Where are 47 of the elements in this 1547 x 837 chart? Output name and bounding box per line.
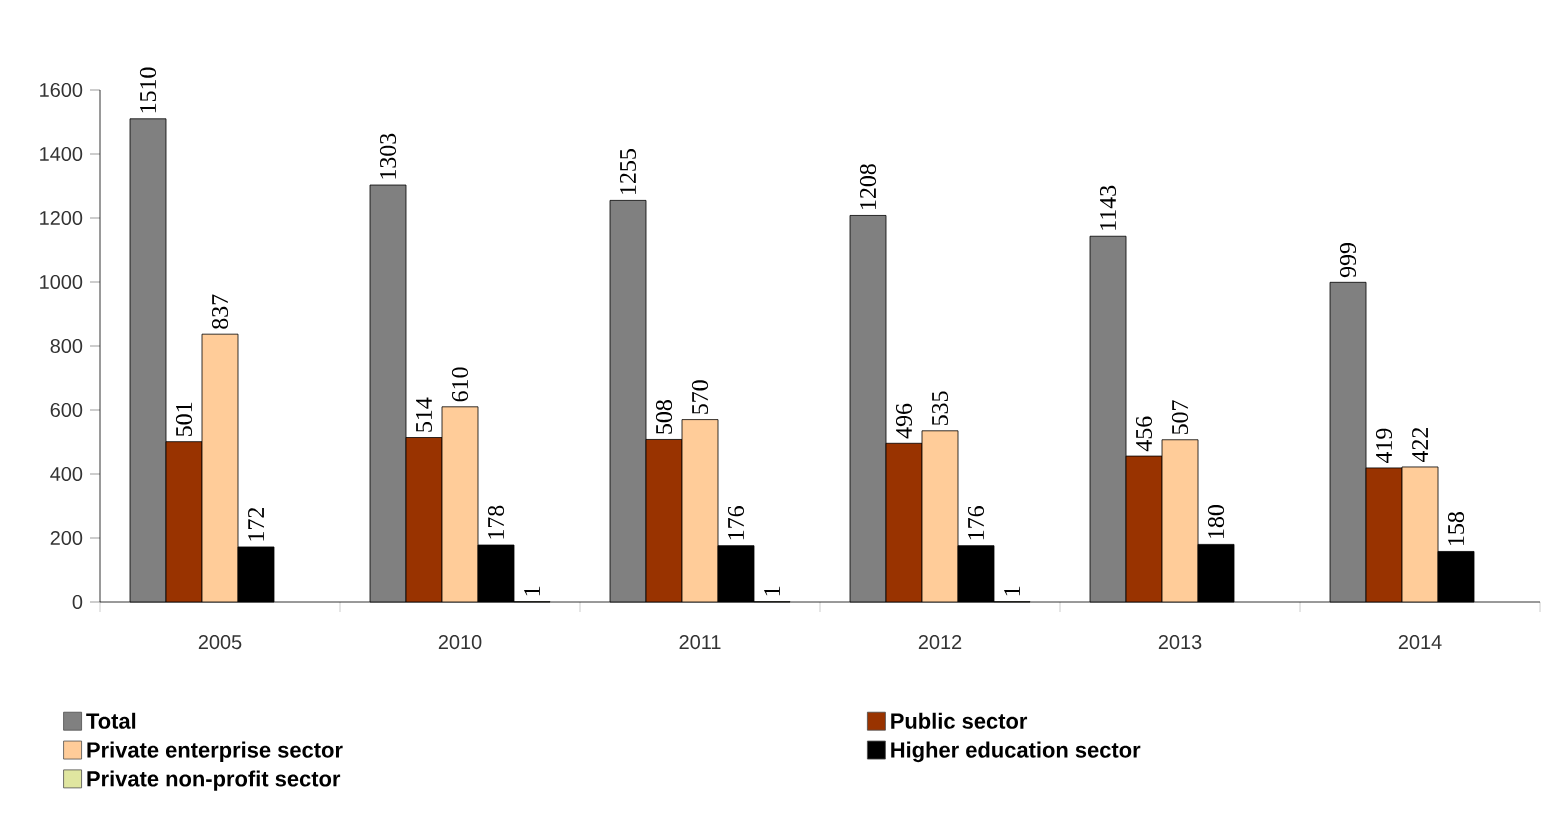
y-tick-label: 200 — [50, 530, 83, 546]
legend-label: Private enterprise sector — [87, 741, 343, 763]
data-label: 496 — [895, 403, 913, 439]
data-label: 507 — [1171, 400, 1189, 434]
x-tick-label: 2010 — [438, 635, 482, 650]
data-label: 1510 — [139, 67, 157, 113]
x-tick-label: 2011 — [679, 635, 721, 650]
y-tick-label: 400 — [50, 466, 83, 482]
x-tick-label: 2014 — [1398, 635, 1442, 650]
data-label: 176 — [967, 506, 985, 540]
data-label: 570 — [691, 380, 709, 414]
data-label: 1303 — [379, 133, 397, 179]
legend-label: Total — [86, 712, 136, 729]
data-label: 180 — [1207, 505, 1225, 538]
legend-label: Public sector — [891, 712, 1028, 729]
data-label: 837 — [211, 294, 229, 329]
data-label: 514 — [416, 397, 432, 432]
y-tick-label: 1600 — [40, 82, 83, 98]
y-tick-label: 1400 — [40, 146, 83, 162]
data-label: 178 — [487, 505, 505, 539]
data-label: 999 — [1339, 243, 1357, 278]
data-label: 535 — [931, 391, 949, 426]
data-label: 1143 — [1099, 185, 1117, 230]
data-label: 456 — [1135, 416, 1153, 452]
y-tick-label: 0 — [72, 594, 83, 610]
data-label: 176 — [727, 506, 745, 540]
data-label: 1255 — [619, 149, 637, 194]
x-tick-label: 2012 — [918, 635, 962, 650]
x-tick-label: 2005 — [198, 635, 242, 650]
data-label: 158 — [1447, 512, 1465, 545]
data-label: 501 — [175, 402, 193, 436]
data-label: 419 — [1375, 428, 1393, 464]
data-label: 610 — [451, 367, 469, 402]
data-label: 1208 — [859, 164, 877, 209]
y-tick-label: 800 — [50, 338, 83, 354]
x-tick-label: 2013 — [1158, 635, 1202, 650]
legend-label: Private non-profit sector — [87, 770, 341, 791]
data-label: 172 — [248, 508, 264, 541]
data-label: 422 — [1412, 428, 1428, 463]
y-tick-label: 1000 — [40, 274, 83, 290]
data-label: 508 — [655, 400, 673, 434]
data-label: 1 — [524, 586, 540, 596]
y-tick-label: 1200 — [40, 210, 83, 226]
legend-label: Higher education sector — [891, 741, 1141, 763]
data-label: 1 — [1004, 586, 1020, 596]
y-tick-label: 600 — [50, 402, 83, 418]
data-label: 1 — [764, 586, 780, 596]
